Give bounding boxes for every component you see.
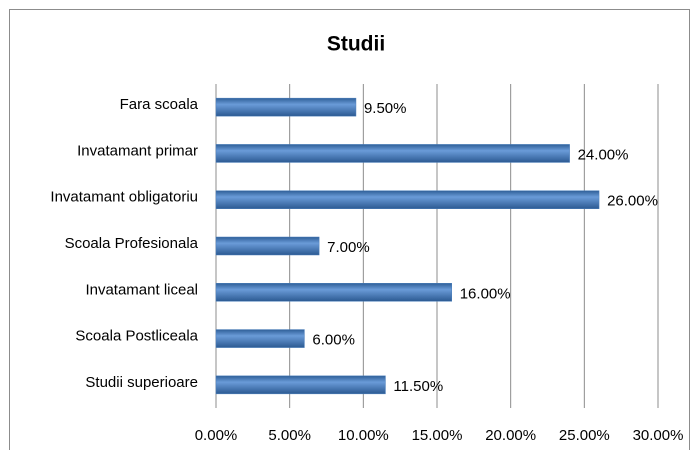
x-tick-label: 30.00%: [633, 427, 684, 444]
y-tick-label: Invatamant liceal: [85, 281, 198, 298]
y-tick-label: Fara scoala: [120, 96, 199, 113]
data-label: 9.50%: [364, 100, 407, 117]
chart-title: Studii: [327, 33, 385, 56]
y-tick-label: Scoala Postliceala: [75, 328, 198, 345]
bar: [215, 329, 305, 348]
x-tick-label: 15.00%: [412, 427, 463, 444]
data-label: 7.00%: [327, 239, 370, 256]
y-tick-label: Scoala Profesionala: [65, 235, 199, 252]
data-label: 26.00%: [607, 193, 658, 210]
x-tick-label: 5.00%: [268, 427, 311, 444]
data-label: 11.50%: [393, 378, 443, 395]
y-tick-label: Invatamant primar: [77, 142, 198, 159]
x-tick-label: 10.00%: [338, 427, 389, 444]
x-tick-label: 25.00%: [559, 427, 610, 444]
data-label: 6.00%: [312, 332, 355, 349]
y-tick-label: Invatamant obligatoriu: [50, 189, 198, 206]
data-label: 16.00%: [460, 285, 511, 302]
x-tick-label: 20.00%: [485, 427, 536, 444]
bar: [215, 236, 320, 256]
y-tick-label: Studii superioare: [85, 374, 198, 391]
bar: [215, 283, 452, 302]
bar: [215, 144, 570, 163]
bar: [215, 375, 386, 395]
bar: [215, 97, 357, 117]
data-label: 24.00%: [578, 146, 629, 163]
bar: [215, 190, 600, 209]
x-tick-label: 0.00%: [195, 427, 238, 444]
